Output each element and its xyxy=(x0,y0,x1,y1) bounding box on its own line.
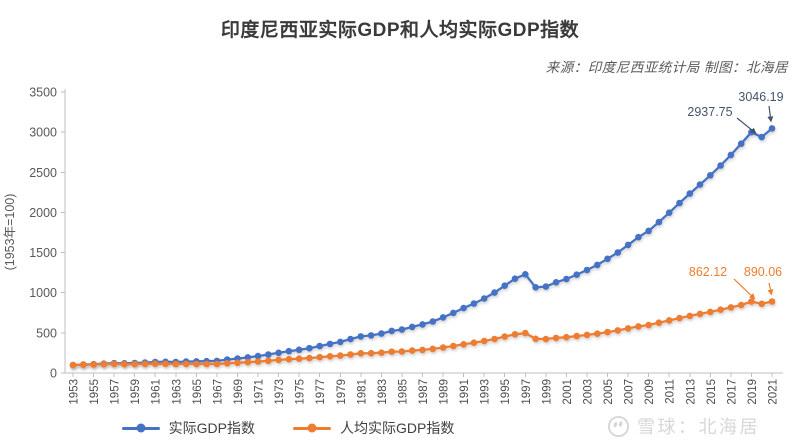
svg-text:3046.19: 3046.19 xyxy=(738,90,783,104)
svg-text:3000: 3000 xyxy=(29,126,57,140)
svg-text:1995: 1995 xyxy=(500,379,512,405)
svg-text:1955: 1955 xyxy=(89,379,101,405)
svg-text:1991: 1991 xyxy=(459,379,471,405)
svg-text:1985: 1985 xyxy=(397,379,409,405)
svg-text:3500: 3500 xyxy=(29,86,57,100)
legend-item-per-capita-gdp-index: 人均实际GDP指数 xyxy=(293,418,454,438)
legend-swatch-real-gdp-icon xyxy=(121,423,160,433)
svg-text:1963: 1963 xyxy=(171,379,183,405)
svg-text:2500: 2500 xyxy=(29,166,57,180)
series-per-capita-gdp-index xyxy=(69,298,776,369)
svg-text:1989: 1989 xyxy=(439,379,451,405)
svg-text:1969: 1969 xyxy=(233,379,245,405)
chart-legend: 实际GDP指数 人均实际GDP指数 xyxy=(0,418,576,438)
svg-text:2009: 2009 xyxy=(644,379,656,405)
svg-text:1971: 1971 xyxy=(254,379,266,405)
svg-text:1953: 1953 xyxy=(69,379,81,405)
svg-text:2015: 2015 xyxy=(706,379,718,405)
svg-text:2003: 2003 xyxy=(582,379,594,405)
svg-text:1975: 1975 xyxy=(295,379,307,405)
svg-text:2021: 2021 xyxy=(768,379,780,405)
svg-text:2017: 2017 xyxy=(726,379,738,405)
svg-text:2000: 2000 xyxy=(29,206,57,220)
xueqiu-snowball-logo-icon xyxy=(607,415,630,437)
svg-text:1965: 1965 xyxy=(192,379,204,405)
svg-text:862.12: 862.12 xyxy=(689,265,727,279)
svg-text:0: 0 xyxy=(50,367,57,381)
svg-text:1979: 1979 xyxy=(336,379,348,405)
svg-text:1961: 1961 xyxy=(151,379,163,405)
svg-text:1000: 1000 xyxy=(29,286,57,300)
svg-text:2937.75: 2937.75 xyxy=(687,105,732,119)
legend-label-real-gdp: 实际GDP指数 xyxy=(168,420,255,436)
data-label-annotations: 2937.75 3046.19 862.12 890.06 xyxy=(687,90,784,300)
svg-text:1987: 1987 xyxy=(418,379,430,405)
svg-text:1967: 1967 xyxy=(212,379,224,405)
svg-text:1977: 1977 xyxy=(315,379,327,405)
svg-text:1959: 1959 xyxy=(130,379,142,405)
svg-text:1500: 1500 xyxy=(29,246,57,260)
source-note: 来源：印度尼西亚统计局 制图：北海居 xyxy=(545,60,788,75)
svg-text:1957: 1957 xyxy=(110,379,122,405)
svg-text:2007: 2007 xyxy=(624,379,636,405)
series-real-gdp-index xyxy=(69,125,776,369)
legend-swatch-per-capita-gdp-icon xyxy=(293,423,331,433)
svg-text:2019: 2019 xyxy=(747,379,759,405)
chart-title: 印度尼西亚实际GDP和人均实际GDP指数 xyxy=(220,20,580,41)
svg-text:2001: 2001 xyxy=(562,379,574,405)
svg-text:2013: 2013 xyxy=(685,379,697,405)
legend-label-per-capita-gdp: 人均实际GDP指数 xyxy=(340,420,455,436)
watermark-text: 雪球：北海居 xyxy=(637,417,760,437)
svg-text:1997: 1997 xyxy=(521,379,533,405)
svg-text:1981: 1981 xyxy=(356,379,368,405)
legend-item-real-gdp-index: 实际GDP指数 xyxy=(121,418,255,438)
svg-text:1999: 1999 xyxy=(541,379,553,405)
svg-text:1993: 1993 xyxy=(480,379,492,405)
svg-text:2011: 2011 xyxy=(665,379,677,404)
svg-text:(1953年=100): (1953年=100) xyxy=(3,194,17,271)
svg-text:1973: 1973 xyxy=(274,379,286,405)
svg-text:1983: 1983 xyxy=(377,379,389,405)
svg-text:500: 500 xyxy=(36,326,57,340)
svg-text:890.06: 890.06 xyxy=(744,265,782,279)
svg-text:2005: 2005 xyxy=(603,379,615,405)
axes xyxy=(61,89,783,377)
watermark: 雪球：北海居 xyxy=(607,413,760,439)
